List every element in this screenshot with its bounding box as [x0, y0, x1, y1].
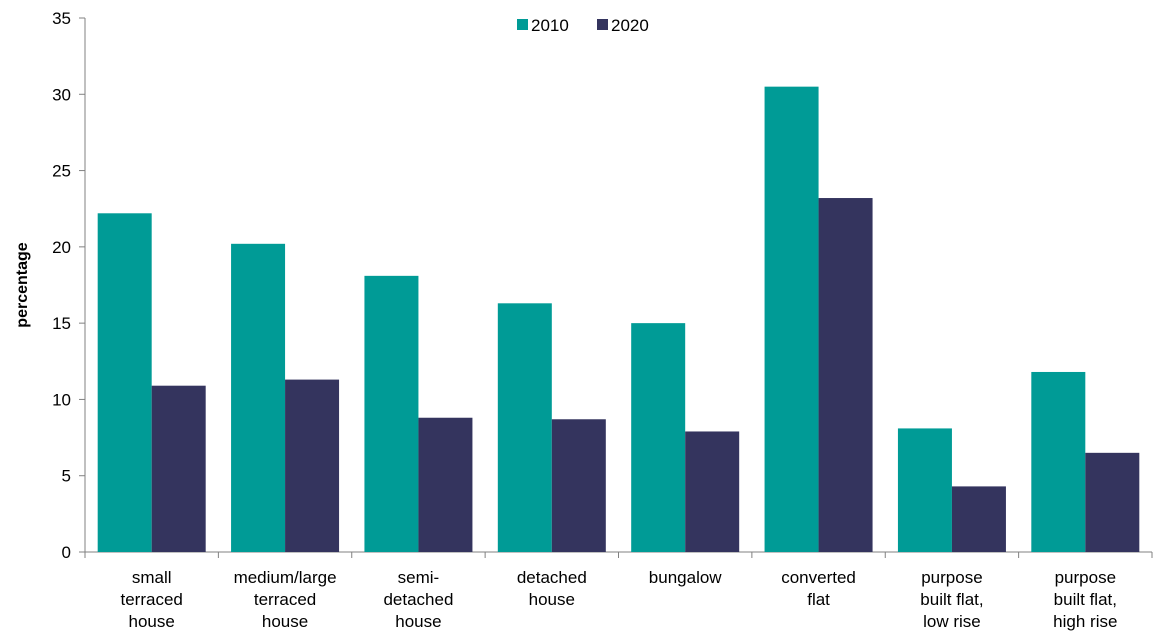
x-tick-label: detached: [517, 568, 587, 587]
y-tick-label: 10: [52, 390, 71, 409]
x-tick-label: medium/large: [234, 568, 337, 587]
y-tick-label: 30: [52, 85, 71, 104]
bar-2020-0: [151, 385, 206, 552]
x-tick-label: high rise: [1053, 612, 1117, 631]
x-tick-label: small: [132, 568, 172, 587]
x-tick-label: built flat,: [1054, 590, 1117, 609]
x-tick-label: purpose: [921, 568, 982, 587]
x-tick-label: house: [129, 612, 175, 631]
bar-2010-3: [497, 303, 552, 552]
y-axis-label: percentage: [14, 242, 31, 327]
bar-2010-1: [231, 243, 286, 552]
x-tick-label: converted: [781, 568, 856, 587]
legend-swatch-2010: [517, 19, 528, 30]
legend-swatch-2020: [597, 19, 608, 30]
bar-2020-4: [685, 431, 740, 552]
bar-2010-6: [897, 428, 952, 552]
legend: 2010 2020: [517, 16, 649, 35]
bar-2020-7: [1085, 452, 1140, 552]
x-tick-label: detached: [383, 590, 453, 609]
x-tick-label: purpose: [1055, 568, 1116, 587]
bar-2020-2: [418, 417, 473, 552]
bar-2020-6: [951, 486, 1006, 552]
legend-label-2020: 2020: [611, 16, 649, 35]
y-tick-label: 5: [62, 467, 71, 486]
y-tick-label: 35: [52, 9, 71, 28]
y-tick-label: 25: [52, 162, 71, 181]
bar-2010-0: [97, 213, 152, 552]
bars: [97, 86, 1140, 553]
x-tick-label: terraced: [121, 590, 183, 609]
bar-2010-2: [364, 275, 419, 552]
x-tick-label: low rise: [923, 612, 981, 631]
x-tick-label: bungalow: [649, 568, 723, 587]
x-tick-label: house: [529, 590, 575, 609]
x-tick-label: terraced: [254, 590, 316, 609]
bar-2010-7: [1031, 371, 1086, 552]
x-tick-label: built flat,: [920, 590, 983, 609]
y-tick-label: 0: [62, 543, 71, 562]
y-tick-label: 20: [52, 238, 71, 257]
bar-2010-4: [631, 323, 686, 552]
x-tick-label: house: [395, 612, 441, 631]
x-tick-label: flat: [807, 590, 830, 609]
bar-2020-3: [551, 419, 606, 552]
labels: 0 5 10 15 20 25 30 35 small terraced house medium/l…: [52, 9, 1117, 631]
bar-2010-5: [764, 86, 819, 553]
bar-2020-5: [818, 198, 873, 552]
x-tick-label: semi-: [398, 568, 440, 587]
y-tick-label: 15: [52, 314, 71, 333]
x-tick-label: house: [262, 612, 308, 631]
legend-label-2010: 2010: [531, 16, 569, 35]
bar-2020-1: [285, 379, 340, 552]
